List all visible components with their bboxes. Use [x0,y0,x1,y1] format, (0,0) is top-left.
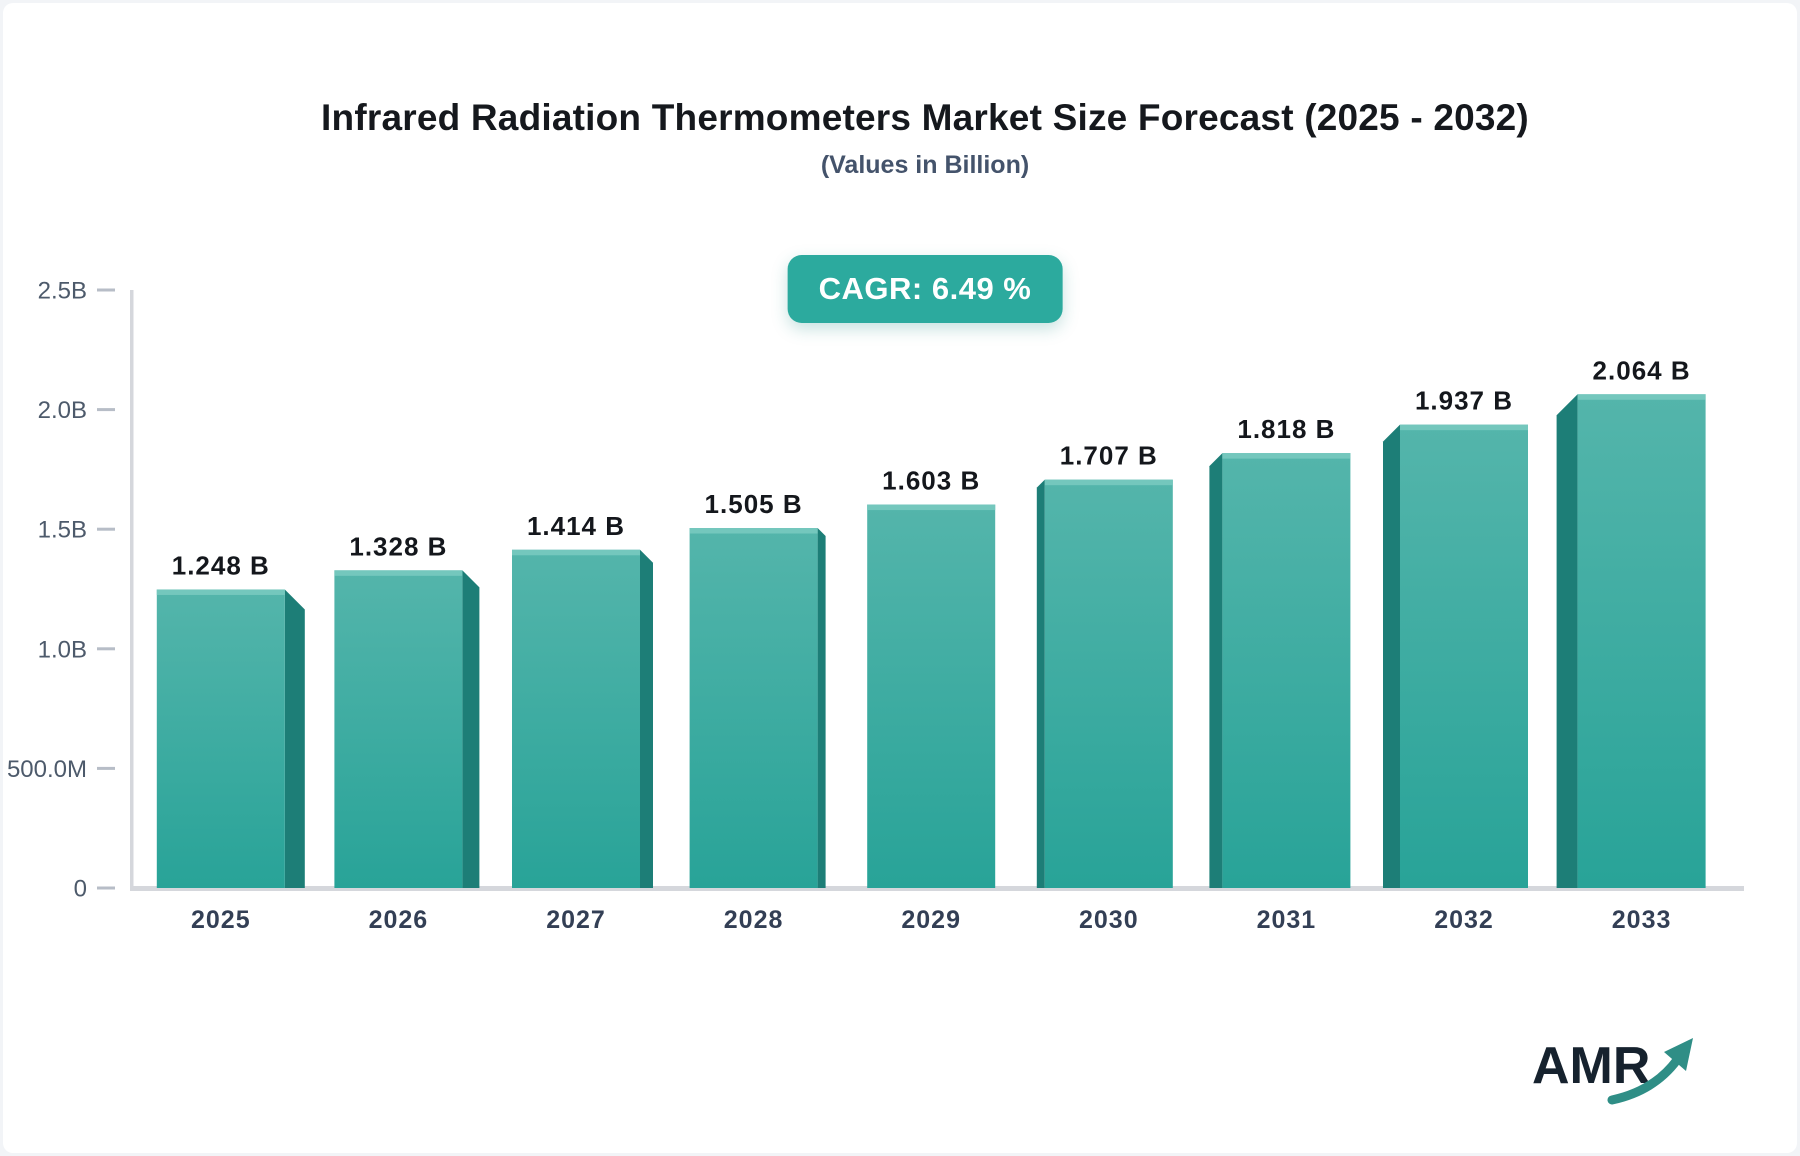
x-label-2028: 2028 [724,906,784,934]
bar-top-edge-2031 [1222,453,1351,459]
y-tick [97,766,115,770]
bar-2031[interactable] [1222,453,1351,888]
amr-logo: AMR [1532,1036,1650,1096]
y-tick [97,886,115,890]
y-tick-label: 1.0B [38,636,87,663]
y-tick-label: 1.5B [38,517,87,544]
value-label-2025: 1.248 B [172,550,270,580]
y-tick-label: 0 [74,876,87,903]
amr-logo-text: AMR [1532,1037,1651,1095]
value-label-2026: 1.328 B [349,531,447,561]
y-tick [97,527,115,531]
bar-2029[interactable] [867,504,996,888]
y-tick [97,647,115,651]
chart-title: Infrared Radiation Thermometers Market S… [321,97,1529,138]
chart-subtitle: (Values in Billion) [820,151,1030,179]
bar-side-2032 [1383,424,1400,888]
bar-2032[interactable] [1400,424,1528,888]
upward-trend-arrow-icon [1607,1038,1693,1105]
bar-top-edge-2030 [1044,479,1173,486]
bar-top-edge-2032 [1400,424,1528,431]
x-label-2033: 2033 [1612,906,1672,934]
bar-side-2026 [462,570,480,888]
bar-2030[interactable] [1044,479,1173,888]
value-label-2033: 2.064 B [1593,355,1691,385]
bar-side-2030 [1036,479,1045,888]
bar-top-edge-2033 [1577,394,1706,400]
y-tick-label: 500.0M [7,756,87,783]
value-label-2031: 1.818 B [1237,414,1335,444]
x-label-2032: 2032 [1434,906,1494,934]
x-axis-line [130,886,1744,891]
value-label-2032: 1.937 B [1415,386,1513,416]
bar-side-2027 [640,549,653,888]
bar-top-edge-2026 [334,570,463,576]
x-label-2025: 2025 [191,906,251,934]
value-label-2027: 1.414 B [527,511,625,541]
bar-top-edge-2025 [156,589,285,595]
bar-side-2033 [1556,394,1578,888]
x-label-2026: 2026 [369,906,429,934]
bar-top-edge-2027 [512,549,640,556]
bar-top-edge-2029 [867,504,996,511]
x-label-2029: 2029 [901,906,961,934]
bar-2027[interactable] [512,549,640,888]
bar-side-2028 [817,528,826,888]
bar-top-edge-2028 [689,528,818,534]
bar-2026[interactable] [334,570,463,888]
value-label-2029: 1.603 B [882,466,980,496]
bar-2033[interactable] [1577,394,1706,888]
y-tick [97,288,115,292]
x-label-2030: 2030 [1079,906,1139,934]
y-axis-line [130,290,134,886]
y-tick-label: 2.5B [38,278,87,305]
bar-2025[interactable] [156,589,285,888]
bar-2028[interactable] [689,528,818,888]
value-label-2028: 1.505 B [705,489,803,519]
value-label-2030: 1.707 B [1060,441,1158,471]
bar-side-2025 [284,589,305,888]
cagr-badge: CAGR: 6.49 % [787,255,1063,323]
y-tick [97,408,115,412]
x-label-2027: 2027 [546,906,606,934]
y-tick-label: 2.0B [38,397,87,424]
x-label-2031: 2031 [1257,906,1317,934]
bar-side-2031 [1209,453,1223,888]
